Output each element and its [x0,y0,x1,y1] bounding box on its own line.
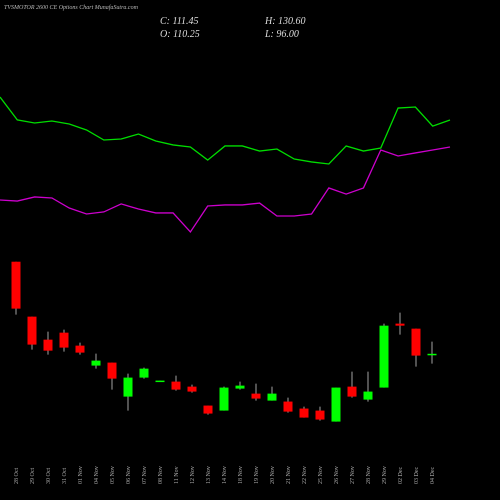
candle-body [43,339,53,351]
candle-body [427,353,437,356]
candle-body [331,387,341,422]
candle-body [299,408,309,418]
x-tick-label: 04 Dec [430,467,436,484]
candle-body [187,386,197,392]
candle-body [235,385,245,389]
open-label: O: 110.25 [160,29,200,40]
chart-title: TVSMOTOR 2600 CE Options Chart MunafaSut… [4,4,139,11]
x-tick-label: 29 Nov [382,466,388,484]
x-tick-label: 02 Dec [398,467,404,484]
close-label: C: 111.45 [160,16,199,27]
candle-body [379,325,389,388]
x-tick-label: 25 Nov [318,466,324,484]
candle-body [411,328,421,356]
x-tick-label: 18 Nov [238,466,244,484]
x-tick-label: 11 Nov [174,466,180,484]
x-tick-label: 04 Nov [94,466,100,484]
candle-body [203,405,213,414]
candle-body [315,410,325,420]
x-tick-label: 28 Nov [366,466,372,484]
candle-body [11,261,21,309]
x-tick-label: 28 Oct [14,468,20,484]
x-tick-label: 13 Nov [206,466,212,484]
candle-body [283,401,293,412]
candle-body [219,387,229,411]
candle-body [59,332,69,348]
x-tick-label: 19 Nov [254,466,260,484]
x-tick-label: 22 Nov [302,466,308,484]
candle-body [267,393,277,401]
x-tick-label: 20 Nov [270,466,276,484]
x-tick-label: 05 Nov [110,466,116,484]
x-tick-label: 08 Nov [158,466,164,484]
x-tick-label: 14 Nov [222,466,228,484]
x-tick-label: 27 Nov [350,466,356,484]
candle-body [171,381,181,390]
low-label: L: 96.00 [264,29,299,40]
candle-body [107,362,117,379]
candle-body [27,316,37,345]
x-tick-label: 01 Nov [78,466,84,484]
x-tick-label: 07 Nov [142,466,148,484]
candle-body [251,393,261,399]
indicator-line [0,146,451,234]
x-tick-label: 31 Oct [62,468,68,484]
candle-body [395,323,405,326]
x-tick-label: 03 Dec [414,467,420,484]
candle-body [155,380,165,383]
candle-body [75,345,85,353]
x-tick-label: 06 Nov [126,466,132,484]
x-tick-label: 12 Nov [190,466,196,484]
x-tick-label: 30 Oct [46,468,52,484]
candle-body [363,391,373,400]
high-label: H: 130.60 [264,16,306,27]
candle-body [123,377,133,397]
x-tick-label: 29 Oct [30,468,36,484]
candle-body [139,368,149,378]
candle-body [347,386,357,397]
indicator-line [0,96,451,165]
x-tick-label: 26 Nov [334,466,340,484]
x-tick-label: 21 Nov [286,466,292,484]
candle-body [91,360,101,366]
